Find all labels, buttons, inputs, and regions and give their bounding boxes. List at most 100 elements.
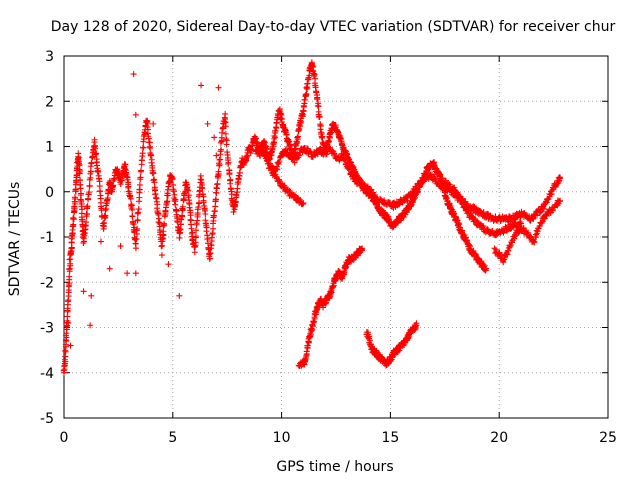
data-point bbox=[312, 84, 319, 91]
data-point bbox=[325, 138, 332, 145]
data-point bbox=[62, 347, 69, 354]
data-point bbox=[184, 187, 191, 194]
data-point bbox=[87, 322, 94, 329]
data-point bbox=[137, 174, 144, 181]
data-point bbox=[227, 180, 234, 187]
data-point bbox=[341, 156, 348, 163]
data-point bbox=[164, 198, 171, 205]
data-point bbox=[192, 233, 199, 240]
data-point bbox=[151, 179, 158, 186]
chart-title: Day 128 of 2020, Sidereal Day-to-day VTE… bbox=[51, 19, 616, 35]
data-point bbox=[146, 143, 153, 150]
x-tick-label: 25 bbox=[599, 430, 617, 446]
data-point bbox=[300, 200, 307, 207]
data-point bbox=[106, 265, 113, 272]
data-point bbox=[66, 265, 73, 272]
x-tick-label: 10 bbox=[273, 430, 291, 446]
data-point bbox=[71, 194, 78, 201]
data-point bbox=[180, 195, 187, 202]
data-point bbox=[84, 203, 91, 210]
data-point bbox=[219, 129, 226, 136]
data-point bbox=[311, 73, 318, 80]
y-tick-label: -1 bbox=[40, 230, 54, 246]
data-point bbox=[317, 146, 324, 153]
data-point bbox=[158, 252, 165, 259]
data-point bbox=[147, 145, 154, 152]
data-point bbox=[315, 103, 322, 110]
data-point bbox=[83, 219, 90, 226]
data-point bbox=[283, 146, 290, 153]
data-point bbox=[92, 143, 99, 150]
data-point bbox=[70, 216, 77, 223]
data-point bbox=[134, 216, 141, 223]
data-point bbox=[314, 96, 321, 103]
data-point bbox=[88, 292, 95, 299]
data-point bbox=[165, 261, 172, 268]
data-point bbox=[267, 162, 274, 169]
data-point bbox=[212, 203, 219, 210]
data-point bbox=[66, 273, 73, 280]
data-point bbox=[117, 181, 124, 188]
data-point bbox=[305, 338, 312, 345]
data-point bbox=[218, 146, 225, 153]
data-point bbox=[80, 288, 87, 295]
data-point bbox=[286, 187, 293, 194]
data-point bbox=[65, 319, 72, 326]
data-point bbox=[313, 89, 320, 96]
axis-ticks: 0 5 10 15 20 25 -5 -4 -3 -2 -1 0 1 2 3 bbox=[40, 49, 617, 446]
data-point bbox=[269, 172, 276, 179]
data-point bbox=[136, 181, 143, 188]
data-point bbox=[243, 153, 250, 160]
data-point bbox=[134, 225, 141, 232]
data-point bbox=[303, 84, 310, 91]
data-point bbox=[413, 322, 420, 329]
data-point bbox=[340, 152, 347, 159]
grid-lines bbox=[64, 56, 608, 418]
data-point bbox=[148, 159, 155, 166]
x-tick-label: 0 bbox=[60, 430, 69, 446]
y-tick-label: 2 bbox=[45, 94, 54, 110]
data-point bbox=[301, 96, 308, 103]
y-tick-label: -3 bbox=[40, 321, 54, 337]
data-point bbox=[176, 292, 183, 299]
data-point bbox=[222, 110, 229, 117]
data-point bbox=[274, 166, 281, 173]
data-point bbox=[148, 152, 155, 159]
data-point bbox=[294, 133, 301, 140]
y-tick-label: 1 bbox=[45, 140, 54, 156]
data-point bbox=[344, 150, 351, 157]
data-point bbox=[76, 170, 83, 177]
data-point bbox=[282, 127, 289, 134]
data-point bbox=[262, 152, 269, 159]
data-point bbox=[91, 136, 98, 143]
data-point bbox=[186, 204, 193, 211]
data-point bbox=[169, 176, 176, 183]
data-point bbox=[150, 170, 157, 177]
data-point bbox=[81, 238, 88, 245]
data-point bbox=[160, 228, 167, 235]
data-point bbox=[97, 238, 104, 245]
data-point bbox=[340, 270, 347, 277]
data-point bbox=[80, 239, 87, 246]
data-point bbox=[124, 270, 131, 277]
data-point bbox=[179, 213, 186, 220]
data-point bbox=[70, 222, 77, 229]
data-point bbox=[206, 255, 213, 262]
data-point bbox=[188, 225, 195, 232]
data-point bbox=[303, 90, 310, 97]
data-point bbox=[139, 150, 146, 157]
data-point bbox=[170, 188, 177, 195]
x-tick-label: 15 bbox=[381, 430, 399, 446]
data-point bbox=[84, 211, 91, 218]
data-point bbox=[226, 171, 233, 178]
data-point bbox=[118, 177, 125, 184]
data-point bbox=[63, 338, 70, 345]
data-point bbox=[200, 199, 207, 206]
data-point bbox=[357, 177, 364, 184]
data-point bbox=[297, 120, 304, 127]
data-point bbox=[93, 150, 100, 157]
data-point bbox=[132, 240, 139, 247]
data-point bbox=[67, 342, 74, 349]
data-point bbox=[533, 234, 540, 241]
y-axis-label: SDTVAR / TECUs bbox=[7, 182, 23, 297]
